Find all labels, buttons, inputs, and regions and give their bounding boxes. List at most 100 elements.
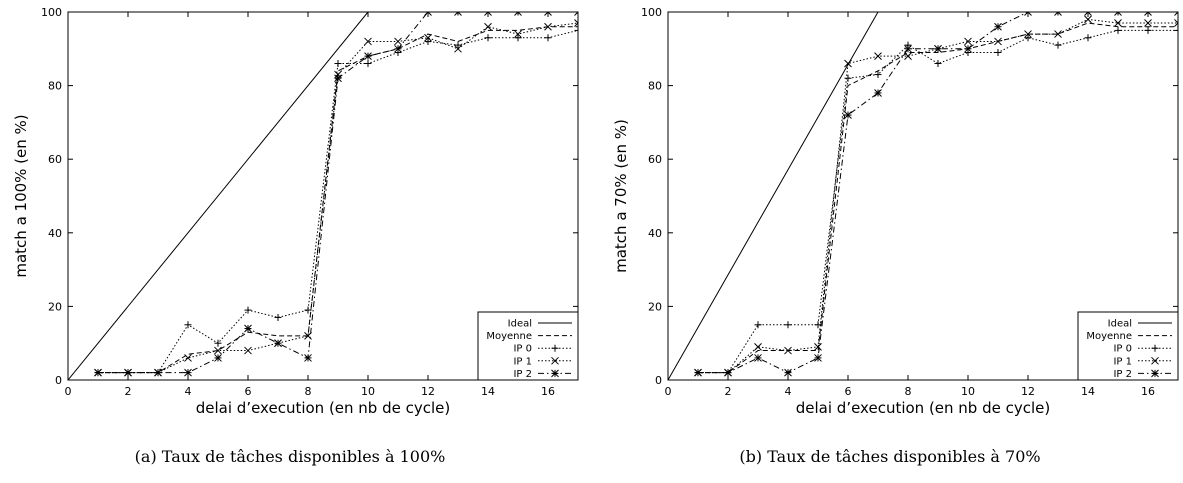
point-ip-2 xyxy=(124,368,132,377)
point-ip-2 xyxy=(754,354,762,362)
point-ip-0 xyxy=(364,60,372,68)
point-ip-0 xyxy=(424,37,432,45)
point-ip-2 xyxy=(1144,12,1152,16)
point-ip-1 xyxy=(1114,19,1122,27)
x-tick-label: 10 xyxy=(361,385,375,398)
x-tick-label: 6 xyxy=(845,385,852,398)
point-ip-2 xyxy=(1024,12,1032,16)
y-tick-label: 80 xyxy=(648,80,662,93)
point-ip-1 xyxy=(454,44,462,53)
legend-marker-ip-1 xyxy=(1151,356,1159,365)
legend-label-ip-0: IP 0 xyxy=(513,344,532,355)
caption-b: (b) Taux de tâches disponibles à 70% xyxy=(739,447,1041,466)
point-ip-0 xyxy=(184,321,192,329)
point-ip-1 xyxy=(1144,19,1152,27)
point-ip-2 xyxy=(814,354,822,362)
point-ip-1 xyxy=(1054,30,1062,38)
y-axis-label: match a 70% (en %) xyxy=(612,119,630,273)
plot-area xyxy=(68,12,578,380)
point-ip-2 xyxy=(544,12,552,16)
point-ip-2 xyxy=(214,354,222,362)
point-ip-1 xyxy=(214,346,222,355)
chart-panel-a: 0 2 4 6 8 10 12 14 16 0 20 40 60 80 100 delai d’executi… xyxy=(0,0,580,483)
y-tick-label: 80 xyxy=(48,80,62,93)
point-ip-2 xyxy=(514,12,522,16)
point-ip-0 xyxy=(1144,26,1152,34)
point-ip-2 xyxy=(394,44,402,53)
y-tick-label: 100 xyxy=(641,6,662,19)
point-ip-2 xyxy=(1054,12,1062,16)
point-ip-1 xyxy=(574,19,578,27)
x-tick-label: 0 xyxy=(65,385,72,398)
point-ip-1 xyxy=(1024,30,1032,38)
point-ip-2 xyxy=(1174,12,1178,16)
x-tick-label: 4 xyxy=(185,385,192,398)
x-tick-label: 16 xyxy=(541,385,555,398)
point-ip-2 xyxy=(784,368,792,377)
point-ip-0 xyxy=(334,60,342,68)
point-ip-0 xyxy=(1024,34,1032,42)
series-line-ideal xyxy=(68,12,578,380)
plot-area xyxy=(668,12,1178,380)
point-ip-2 xyxy=(934,44,942,53)
caption-a: (a) Taux de tâches disponibles à 100% xyxy=(134,447,446,466)
legend-label-moyenne: Moyenne xyxy=(486,331,532,342)
x-tick-label: 2 xyxy=(725,385,732,398)
point-ip-2 xyxy=(184,368,192,377)
point-ip-2 xyxy=(964,44,972,53)
point-ip-2 xyxy=(364,52,372,61)
point-ip-0 xyxy=(844,74,852,82)
point-ip-2 xyxy=(1084,12,1092,16)
y-tick-label: 40 xyxy=(648,227,662,240)
legend-marker-ip-0 xyxy=(1151,344,1159,352)
point-ip-1 xyxy=(784,346,792,355)
x-axis-label: delai d’execution (en nb de cycle) xyxy=(796,399,1051,417)
point-ip-2 xyxy=(274,339,282,348)
legend-marker-ip-2 xyxy=(551,369,559,378)
point-ip-2 xyxy=(244,324,252,333)
point-ip-1 xyxy=(814,343,822,351)
y-tick-label: 60 xyxy=(648,153,662,166)
point-ip-2 xyxy=(484,12,492,16)
point-ip-0 xyxy=(1174,26,1178,34)
point-ip-2 xyxy=(334,74,342,83)
series-line-ideal xyxy=(668,12,1178,380)
legend-label-ip-1: IP 1 xyxy=(1113,356,1132,367)
plot-frame xyxy=(667,11,1179,381)
x-tick-label: 14 xyxy=(1081,385,1095,398)
x-tick-label: 10 xyxy=(961,385,975,398)
y-tick-label: 20 xyxy=(48,300,62,313)
point-ip-1 xyxy=(544,22,552,31)
point-ip-1 xyxy=(904,52,912,61)
point-ip-2 xyxy=(994,22,1002,31)
point-ip-1 xyxy=(364,37,372,46)
point-ip-1 xyxy=(994,37,1002,46)
legend-label-ip-2: IP 2 xyxy=(1113,369,1132,380)
y-tick-label: 60 xyxy=(48,153,62,166)
point-ip-2 xyxy=(904,44,912,53)
plot-frame xyxy=(67,11,579,381)
point-ip-1 xyxy=(484,22,492,31)
point-ip-0 xyxy=(514,34,522,42)
point-ip-2 xyxy=(94,368,102,377)
point-ip-2 xyxy=(1114,12,1122,16)
chart-a: 0 2 4 6 8 10 12 14 16 0 20 40 60 80 100 delai d’executi… xyxy=(12,6,579,417)
point-ip-1 xyxy=(244,346,252,355)
point-ip-0 xyxy=(244,306,252,314)
legend-label-moyenne: Moyenne xyxy=(1086,331,1132,342)
point-ip-0 xyxy=(754,321,762,329)
point-ip-1 xyxy=(394,37,402,46)
legend-label-ip-2: IP 2 xyxy=(513,369,532,380)
x-tick-label: 4 xyxy=(785,385,792,398)
series-line-moyenne xyxy=(698,22,1178,374)
x-tick-label: 8 xyxy=(905,385,912,398)
point-ip-2 xyxy=(304,354,312,362)
point-ip-2 xyxy=(424,12,432,16)
legend-marker-ip-1 xyxy=(551,356,559,365)
y-tick-label: 20 xyxy=(648,300,662,313)
legend-label-ideal: Ideal xyxy=(1108,319,1132,330)
point-ip-2 xyxy=(874,89,882,97)
point-ip-1 xyxy=(184,354,192,362)
